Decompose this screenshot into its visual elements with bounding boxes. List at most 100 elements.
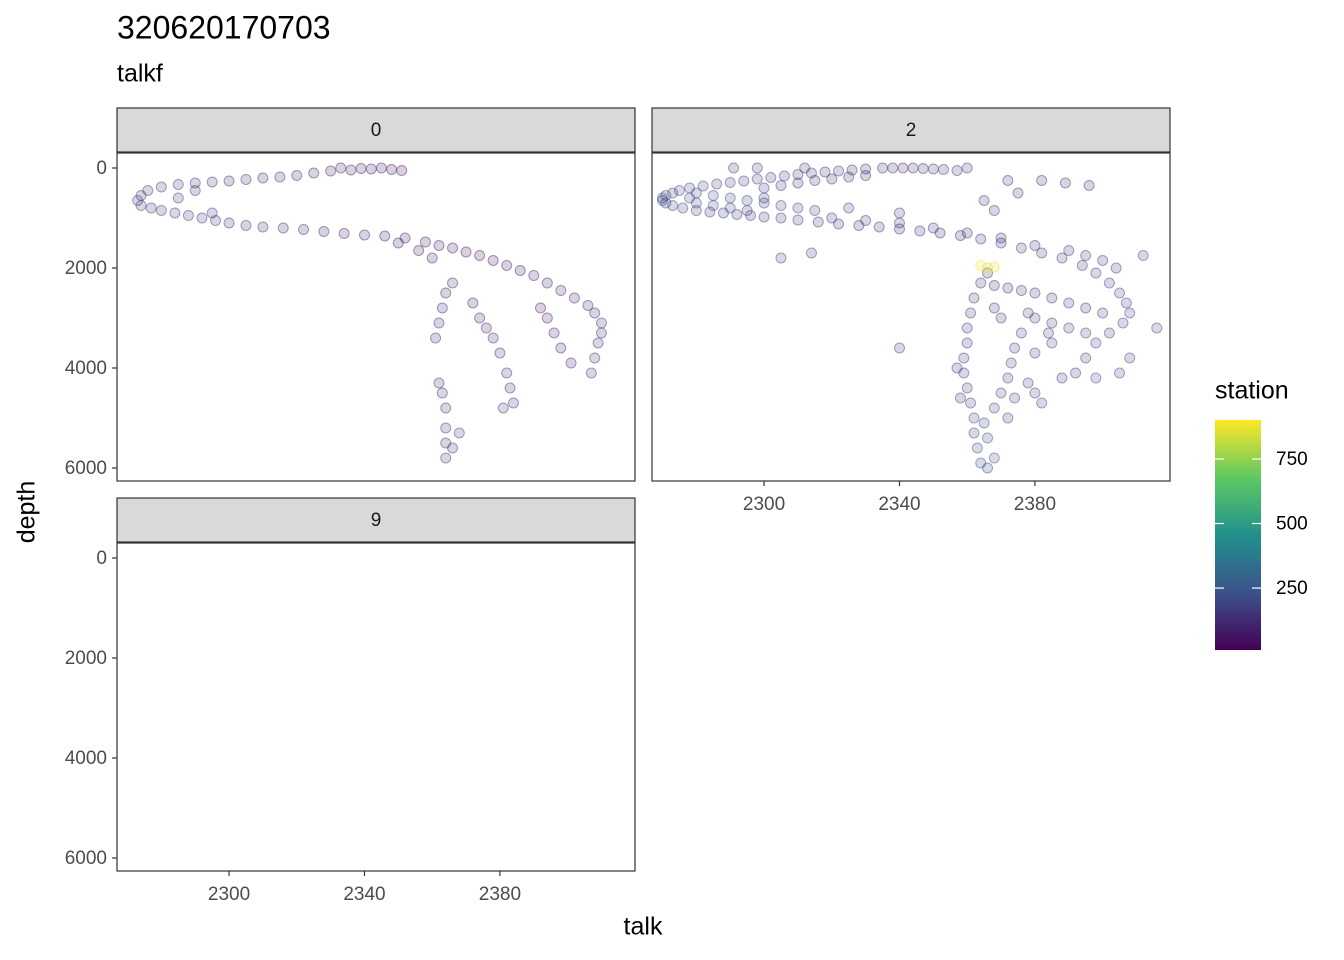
colorbar-label: 250	[1276, 578, 1308, 599]
y-tick-label: 2000	[65, 648, 107, 669]
point	[1070, 367, 1082, 379]
point	[775, 180, 787, 191]
point	[338, 228, 350, 239]
point	[690, 197, 702, 209]
point	[1029, 240, 1041, 251]
point	[196, 212, 208, 224]
point	[860, 215, 872, 226]
point	[717, 207, 729, 219]
panel-border	[116, 152, 636, 482]
panel	[117, 543, 635, 871]
y-tick-label: 2000	[65, 258, 107, 279]
point	[677, 202, 689, 214]
point	[819, 166, 831, 178]
point	[1120, 297, 1132, 309]
point	[1114, 287, 1126, 299]
point	[440, 452, 452, 464]
point	[335, 162, 347, 174]
point	[548, 327, 560, 339]
point	[893, 207, 905, 219]
point	[189, 177, 201, 189]
x-axis-title: talk	[624, 913, 663, 941]
point	[135, 200, 147, 211]
point	[707, 190, 719, 201]
point	[396, 165, 408, 176]
point	[667, 200, 679, 211]
point	[447, 242, 459, 254]
point	[751, 173, 763, 185]
facet-label: 0	[371, 120, 382, 141]
point	[792, 177, 804, 189]
point	[826, 212, 838, 224]
point	[684, 192, 696, 204]
point	[1151, 322, 1163, 334]
point	[951, 165, 963, 176]
point	[690, 187, 702, 199]
point	[873, 221, 885, 233]
point	[826, 173, 838, 185]
point	[887, 162, 899, 174]
point	[595, 327, 607, 339]
point	[958, 352, 970, 364]
point	[568, 292, 580, 304]
point	[589, 307, 601, 319]
point	[758, 211, 770, 223]
point	[799, 162, 811, 174]
point	[592, 337, 604, 349]
point	[1137, 250, 1149, 261]
point	[995, 237, 1007, 249]
point	[1063, 245, 1075, 256]
point	[833, 165, 845, 177]
point	[968, 427, 980, 439]
point	[1012, 187, 1024, 199]
point	[995, 387, 1007, 399]
point	[728, 162, 740, 174]
point	[555, 342, 567, 354]
point	[440, 287, 452, 299]
point	[1124, 352, 1136, 364]
point	[988, 302, 1000, 314]
point	[355, 163, 367, 174]
point	[1076, 260, 1088, 271]
point	[988, 280, 1000, 291]
y-tick-label: 4000	[65, 748, 107, 769]
point	[812, 216, 824, 228]
point	[1009, 342, 1021, 354]
point	[447, 277, 459, 289]
point	[1080, 352, 1092, 364]
point	[142, 185, 154, 196]
y-axis-title: depth	[13, 481, 41, 544]
point	[1114, 367, 1126, 379]
point	[1009, 392, 1021, 404]
point	[419, 236, 431, 248]
point	[1103, 277, 1115, 289]
point	[792, 169, 804, 180]
point	[704, 206, 716, 218]
point	[833, 218, 845, 230]
point	[1059, 177, 1071, 189]
point	[494, 347, 506, 359]
point	[982, 462, 994, 474]
point	[673, 185, 685, 196]
point	[846, 164, 858, 176]
point	[1029, 347, 1041, 359]
point	[843, 171, 855, 183]
point	[975, 277, 987, 289]
point	[501, 260, 513, 271]
point	[660, 190, 672, 201]
point	[711, 178, 723, 190]
point	[975, 457, 987, 469]
x-tick-label: 2340	[878, 494, 920, 515]
point	[135, 190, 147, 201]
point	[958, 367, 970, 379]
point	[860, 170, 872, 181]
point	[765, 172, 777, 183]
point	[565, 357, 577, 369]
point	[809, 175, 821, 186]
point	[758, 192, 770, 204]
point	[954, 392, 966, 404]
point	[877, 162, 889, 174]
point	[907, 162, 919, 174]
point	[386, 164, 398, 175]
point	[1124, 307, 1136, 319]
